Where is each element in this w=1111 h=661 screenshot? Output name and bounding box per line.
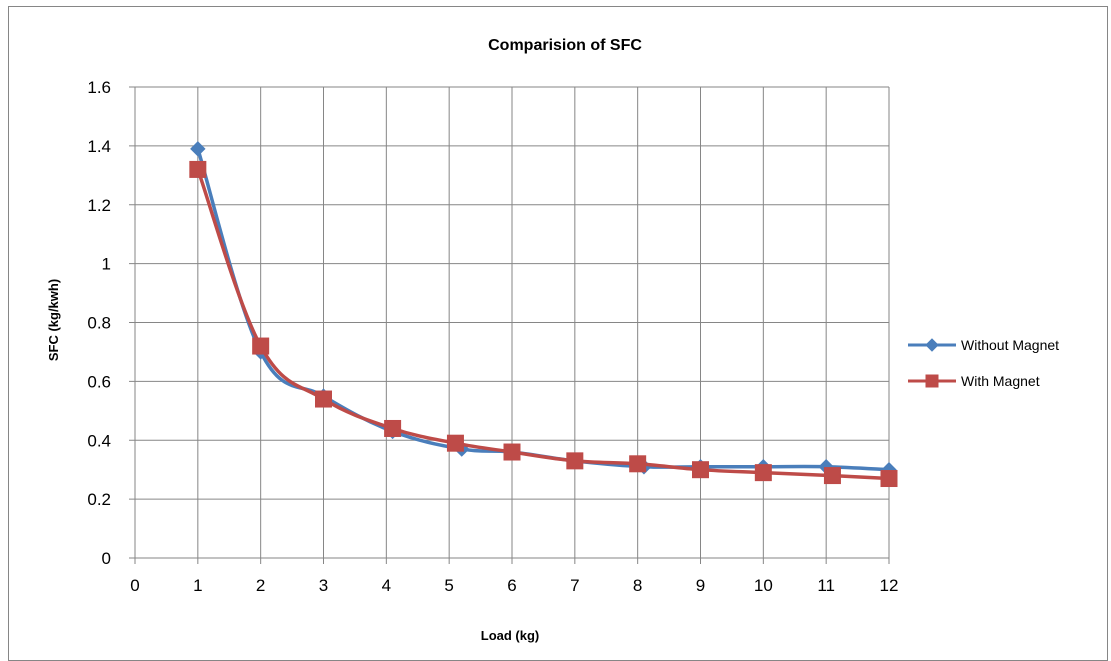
x-tick-label: 6 [507,576,516,595]
chart-title: Comparision of SFC [488,37,642,54]
y-tick-label: 0.6 [87,372,111,391]
x-tick-label: 1 [193,576,202,595]
y-tick-label: 0.8 [87,314,111,333]
x-tick-label: 10 [754,576,773,595]
x-axis-title: Load (kg) [481,628,540,643]
y-tick-label: 0 [102,549,111,568]
data-point-with-magnet [189,160,207,178]
y-tick-label: 1.6 [87,78,111,97]
x-tick-label: 11 [817,576,835,595]
axes [129,86,890,564]
data-point-with-magnet [692,461,709,479]
y-tick-label: 1.4 [87,137,111,156]
x-tick-label: 8 [633,576,642,595]
y-tick-label: 0.2 [87,490,111,509]
legend-item-with-magnet: With Magnet [908,373,1040,389]
data-point-with-magnet [503,443,521,461]
x-tick-label: 12 [880,576,899,595]
data-point-with-magnet [252,337,270,355]
x-tick-label: 0 [130,576,139,595]
chart-frame [8,6,1108,661]
y-tick-label: 0.4 [87,431,111,450]
x-tick-label: 9 [696,576,705,595]
y-axis-title: SFC (kg/kwh) [46,279,61,361]
legend: Without Magnet With Magnet [908,337,1059,389]
x-tick-label: 3 [319,576,328,595]
legend-marker-diamond [925,338,939,352]
series-line-with-magnet [196,168,890,481]
x-tick-label: 4 [382,576,391,595]
x-tick-label: 7 [570,576,579,595]
y-tick-label: 1.2 [87,196,111,215]
legend-label-without-magnet: Without Magnet [961,337,1059,353]
data-point-without-magnet [190,141,206,157]
legend-label-with-magnet: With Magnet [961,373,1040,389]
legend-item-without-magnet: Without Magnet [908,337,1059,353]
data-point-with-magnet [446,434,464,452]
data-point-with-magnet [384,419,402,437]
series-line-without-magnet [196,148,890,472]
data-point-with-magnet [823,467,841,485]
grid-lines [135,86,890,558]
x-tick-label: 2 [256,576,265,595]
x-tick-label: 5 [444,576,453,595]
series-layer [189,141,898,488]
legend-marker-square [925,374,939,388]
data-point-with-magnet [629,455,647,473]
data-point-with-magnet [315,390,332,408]
data-point-with-magnet [754,464,772,482]
data-point-with-magnet [880,470,898,488]
data-point-with-magnet [566,452,584,470]
y-tick-label: 1 [102,255,111,274]
